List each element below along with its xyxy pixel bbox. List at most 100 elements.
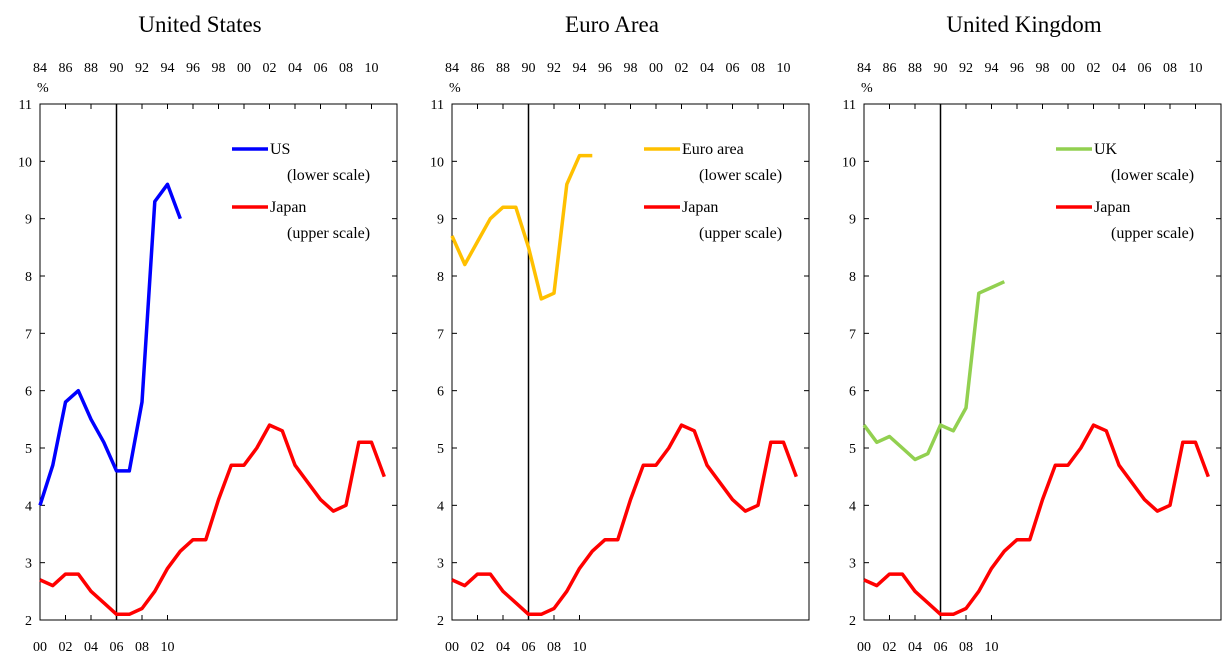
chart-uk-svg: % 2 3 4 5 6 7 8 9 10 11 84 86 88 90 92 94 96 98 00 02 04 06 08 1… <box>842 61 1222 653</box>
upper-x-tick-label: 04 <box>700 61 714 76</box>
chart-us-svg: % 2 3 4 5 6 7 8 9 10 11 84 86 88 90 92 94 96 98 00 02 04 06 08 1… <box>18 61 398 653</box>
chart-panel-uk: United Kingdom % 2 3 4 5 6 7 8 9 10 11 84 86 88 90 92 94… <box>824 0 1224 653</box>
lower-x-tick-label: 04 <box>496 640 510 653</box>
upper-x-tick-label: 06 <box>1138 61 1152 76</box>
y-tick-label: 3 <box>437 557 444 572</box>
upper-x-tick-label: 10 <box>777 61 791 76</box>
y-tick-label: 10 <box>18 155 32 170</box>
series-line-us <box>38 182 182 506</box>
upper-x-tick-label: 96 <box>1010 61 1024 76</box>
upper-x-tick-label: 90 <box>934 61 948 76</box>
upper-x-tick-label: 84 <box>445 61 459 76</box>
y-tick-label: 7 <box>849 327 856 342</box>
upper-x-tick-label: 84 <box>33 61 47 76</box>
y-tick-label: 5 <box>849 442 856 457</box>
lower-x-tick-label: 10 <box>985 640 999 653</box>
lower-x-tick-label: 10 <box>573 640 587 653</box>
lower-x-tick-label: 06 <box>110 640 124 653</box>
legend-scale-note: (lower scale) <box>1111 167 1194 184</box>
series-line-uk <box>862 280 1006 462</box>
upper-x-tick-label: 90 <box>110 61 124 76</box>
lower-x-tick-label: 02 <box>59 640 73 653</box>
upper-x-tick-label: 88 <box>496 61 510 76</box>
y-tick-label: 8 <box>849 270 856 285</box>
upper-x-tick-label: 96 <box>186 61 200 76</box>
upper-x-tick-label: 98 <box>212 61 226 76</box>
legend-scale-note: (lower scale) <box>287 167 370 184</box>
upper-x-tick-label: 00 <box>237 61 251 76</box>
y-tick-label: 5 <box>25 442 32 457</box>
series-line-japan <box>863 423 1210 617</box>
y-tick-label: 7 <box>437 327 444 342</box>
y-tick-label: 8 <box>25 270 32 285</box>
lower-x-tick-label: 00 <box>445 640 459 653</box>
upper-x-tick-label: 94 <box>985 61 999 76</box>
chart-panel-euro: Euro Area % 2 3 4 5 6 7 8 9 10 11 84 86 88 90 92 94 96 98 0… <box>412 0 812 653</box>
y-tick-label: 11 <box>19 98 32 113</box>
upper-x-tick-label: 94 <box>573 61 587 76</box>
upper-x-tick-label: 98 <box>1036 61 1050 76</box>
y-tick-label: 11 <box>843 98 856 113</box>
y-tick-label: 2 <box>437 614 444 629</box>
lower-x-tick-label: 04 <box>908 640 922 653</box>
upper-x-tick-label: 96 <box>598 61 612 76</box>
upper-x-tick-label: 92 <box>135 61 149 76</box>
chart-title: United States <box>138 12 262 37</box>
y-tick-label: 4 <box>25 499 32 514</box>
lower-x-tick-label: 10 <box>161 640 175 653</box>
upper-x-tick-label: 86 <box>471 61 485 76</box>
upper-x-tick-label: 04 <box>288 61 302 76</box>
upper-x-tick-label: 06 <box>314 61 328 76</box>
upper-x-tick-label: 08 <box>751 61 765 76</box>
y-tick-label: 6 <box>849 385 856 400</box>
upper-x-tick-label: 92 <box>959 61 973 76</box>
chart-panel-us: United States % 2 3 4 5 6 7 8 9 10 11 84 86 88 90 92 94 9… <box>0 0 400 653</box>
upper-x-tick-label: 08 <box>1163 61 1177 76</box>
y-tick-label: 3 <box>25 557 32 572</box>
upper-x-tick-label: 84 <box>857 61 871 76</box>
legend-label: UK <box>1094 141 1118 158</box>
upper-x-tick-label: 00 <box>1061 61 1075 76</box>
y-tick-label: 6 <box>25 385 32 400</box>
y-tick-label: 4 <box>437 499 444 514</box>
y-tick-label: 7 <box>25 327 32 342</box>
upper-x-tick-label: 88 <box>908 61 922 76</box>
lower-x-tick-label: 08 <box>959 640 973 653</box>
y-tick-label: 2 <box>849 614 856 629</box>
y-tick-label: 6 <box>437 385 444 400</box>
legend-scale-note: (upper scale) <box>699 225 782 242</box>
legend-label: US <box>270 141 290 158</box>
series-line-japan <box>451 423 798 617</box>
chart-title: United Kingdom <box>946 12 1102 37</box>
y-tick-label: 11 <box>431 98 444 113</box>
upper-x-tick-label: 98 <box>624 61 638 76</box>
upper-x-tick-label: 02 <box>675 61 689 76</box>
upper-x-tick-label: 02 <box>1087 61 1101 76</box>
y-tick-label: 9 <box>25 213 32 228</box>
y-tick-label: 9 <box>437 213 444 228</box>
legend-scale-note: (upper scale) <box>1111 225 1194 242</box>
upper-x-tick-label: 94 <box>161 61 175 76</box>
legend-scale-note: (lower scale) <box>699 167 782 184</box>
lower-x-tick-label: 00 <box>33 640 47 653</box>
upper-x-tick-label: 02 <box>263 61 277 76</box>
y-tick-label: 10 <box>842 155 856 170</box>
upper-x-tick-label: 86 <box>59 61 73 76</box>
legend-label: Japan <box>1094 199 1130 216</box>
y-unit-label: % <box>449 81 461 96</box>
lower-x-tick-label: 06 <box>522 640 536 653</box>
lower-x-tick-label: 04 <box>84 640 98 653</box>
chart-euro-svg: % 2 3 4 5 6 7 8 9 10 11 84 86 88 90 92 94 96 98 00 02 04 06 08 1… <box>430 61 810 653</box>
upper-x-tick-label: 10 <box>1189 61 1203 76</box>
y-unit-label: % <box>861 81 873 96</box>
lower-x-tick-label: 00 <box>857 640 871 653</box>
y-tick-label: 10 <box>430 155 444 170</box>
series-line-japan <box>39 423 386 617</box>
upper-x-tick-label: 92 <box>547 61 561 76</box>
legend-label: Euro area <box>682 141 744 158</box>
upper-x-tick-label: 90 <box>522 61 536 76</box>
lower-x-tick-label: 08 <box>547 640 561 653</box>
y-tick-label: 8 <box>437 270 444 285</box>
y-tick-label: 4 <box>849 499 856 514</box>
chart-title: Euro Area <box>565 12 659 37</box>
